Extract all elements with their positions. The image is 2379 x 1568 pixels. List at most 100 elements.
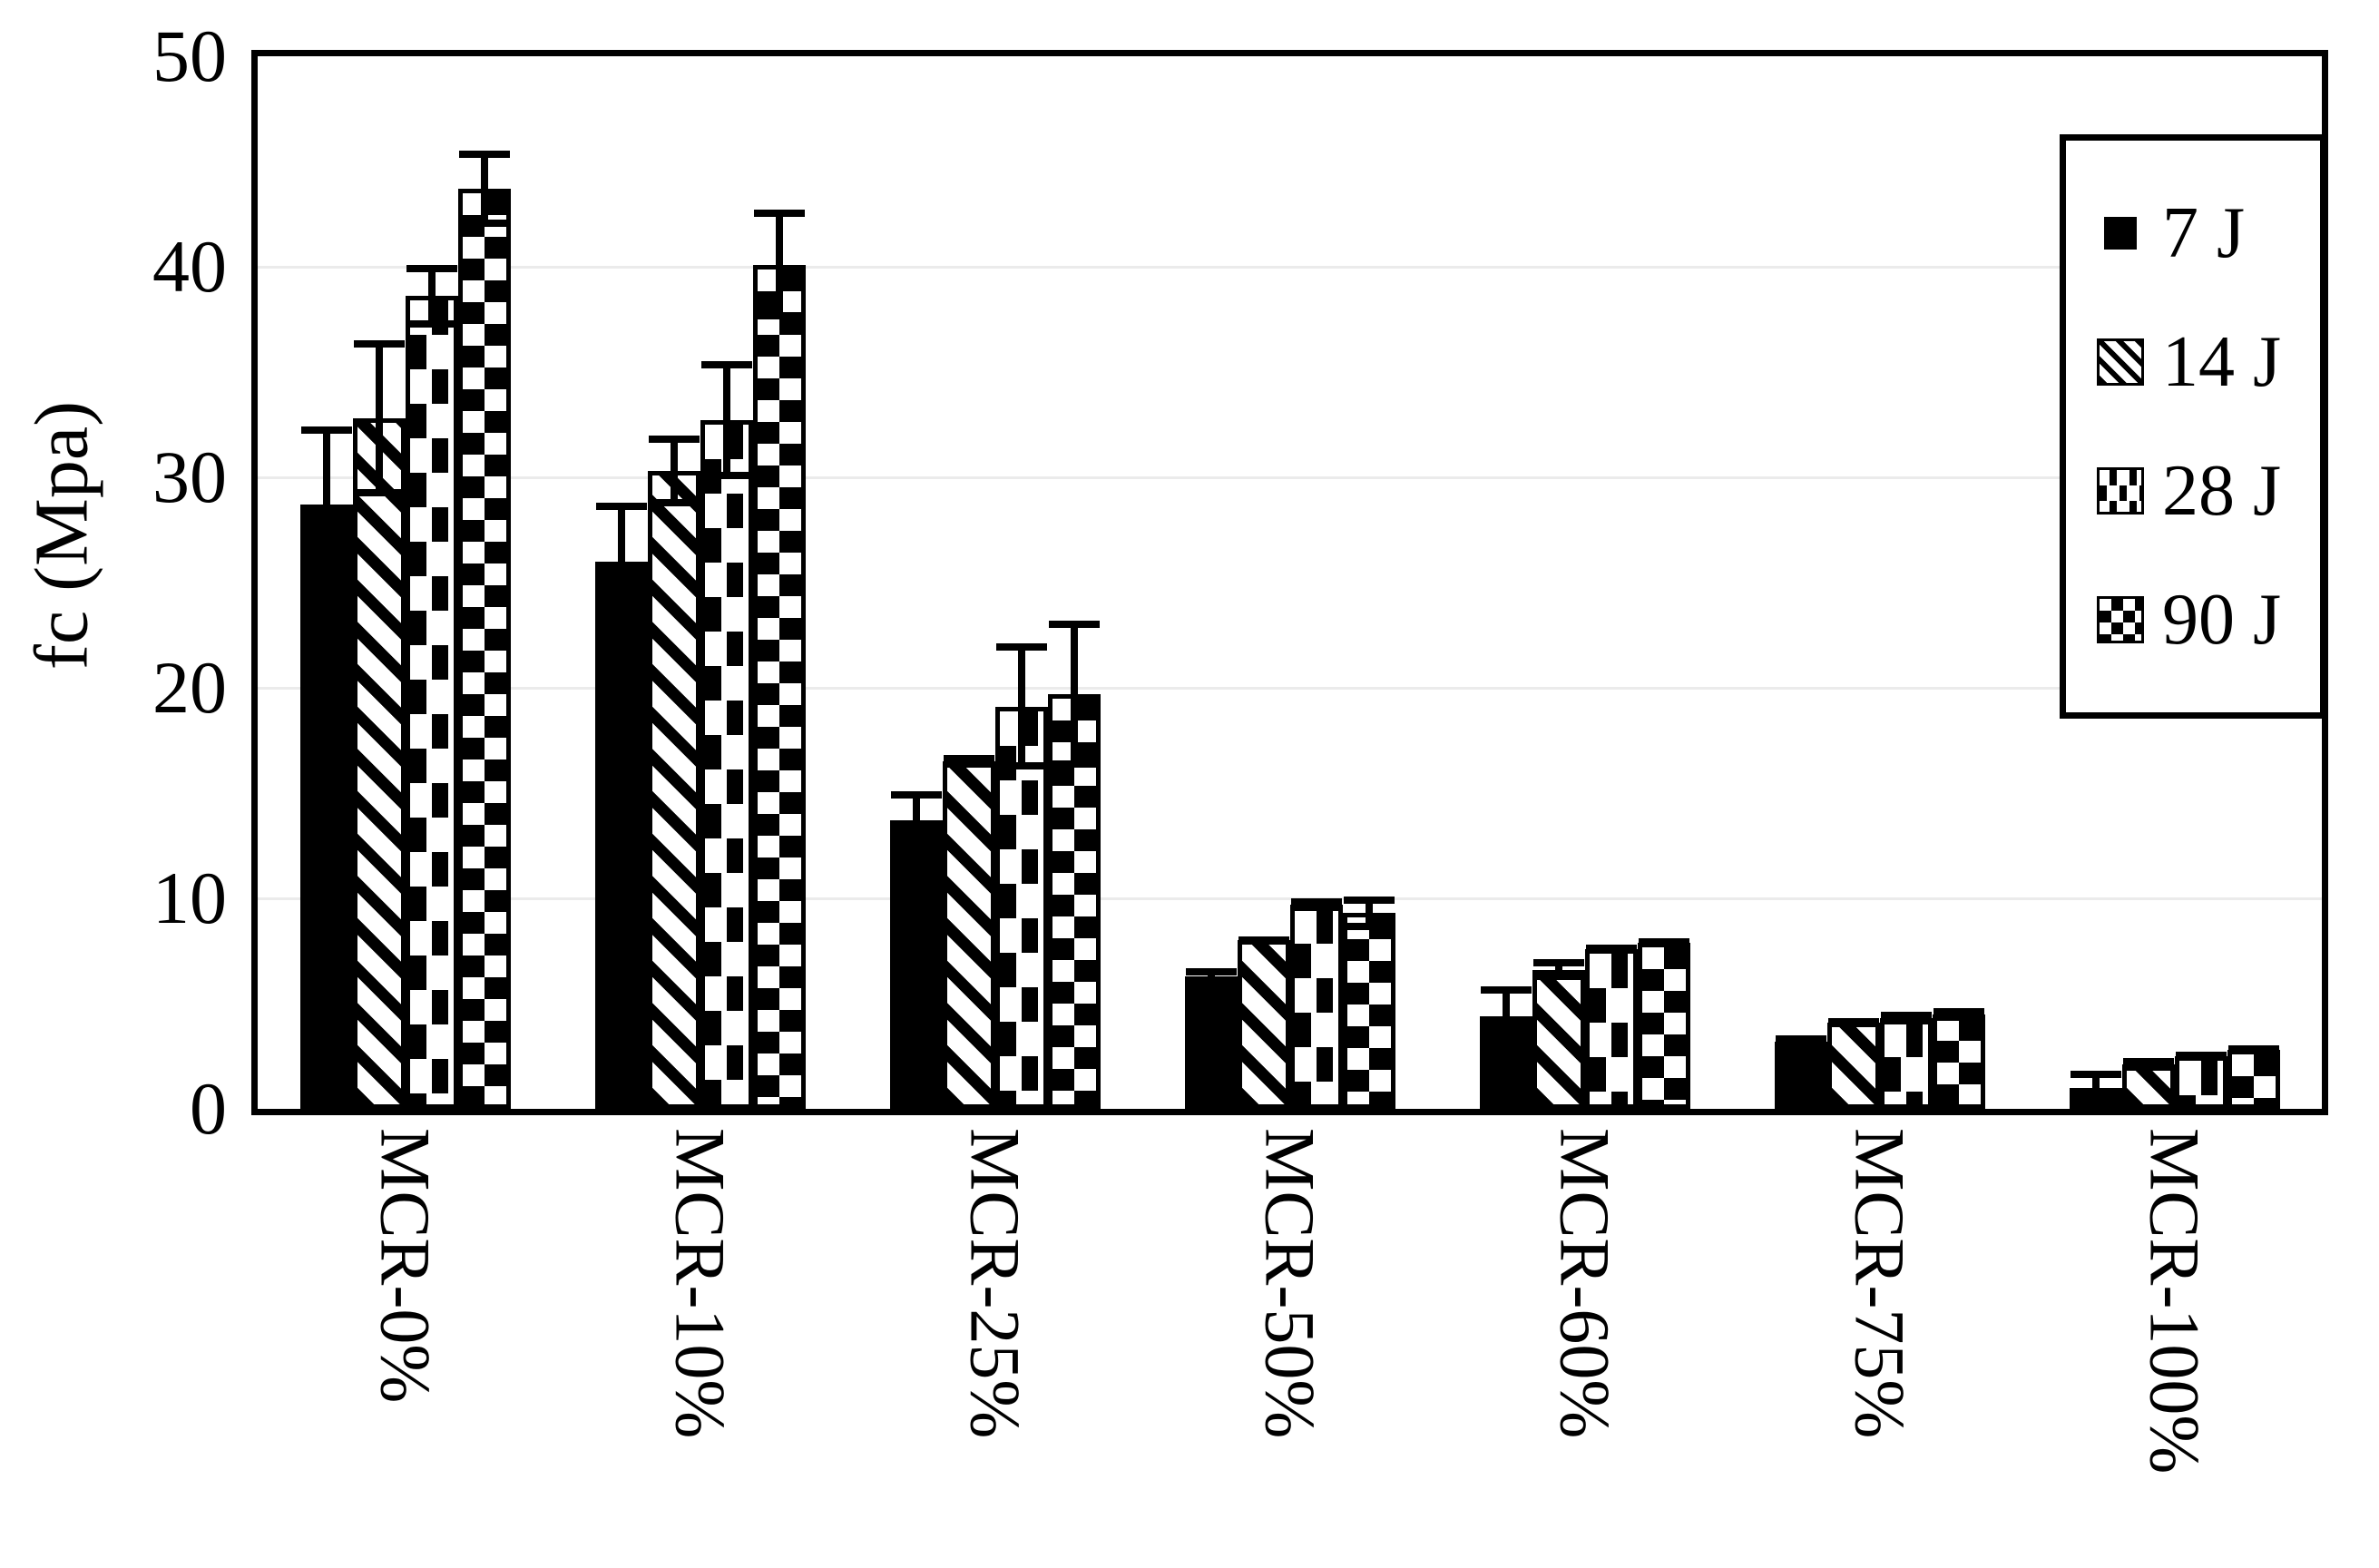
bar-slot <box>2069 56 2122 1109</box>
bar-7J <box>1479 1015 1532 1109</box>
error-bar-bottom-cap <box>1290 903 1342 911</box>
bar-7J <box>889 820 943 1109</box>
bar-group <box>847 56 1142 1109</box>
error-bar-top-cap <box>1532 959 1584 967</box>
error-bar-bottom-cap <box>2175 1053 2227 1061</box>
bar-group <box>2027 56 2322 1109</box>
error-bar-stem <box>1502 986 1510 1046</box>
error-bar-top-cap <box>753 210 805 218</box>
bar-slot <box>1047 56 1101 1109</box>
bar-slot <box>2174 56 2227 1109</box>
error-bar-stem <box>1070 620 1078 769</box>
error-bar-bottom-cap <box>458 219 510 227</box>
error-bar-top-cap <box>700 361 752 369</box>
error-bar <box>1532 959 1584 981</box>
bar-slot <box>994 56 1048 1109</box>
error-bar-bottom-cap <box>2227 1046 2279 1054</box>
error-bar <box>2122 1058 2174 1072</box>
bar-7J <box>1184 975 1238 1109</box>
bar-28J <box>1289 904 1343 1109</box>
error-bar-top-cap <box>1775 1034 1826 1043</box>
bar-slot <box>1479 56 1532 1109</box>
category-label-text: MCR-60% <box>1545 1128 1625 1439</box>
gridline <box>258 686 2322 690</box>
error-bar <box>2070 1071 2121 1105</box>
category-label-text: MCR-25% <box>955 1128 1035 1439</box>
error-bar-bottom-cap <box>1238 937 1289 946</box>
error-bar-bottom-cap <box>1880 1017 1932 1025</box>
error-bar-stem <box>427 264 436 328</box>
category-label: MCR-50% <box>1142 1128 1437 1438</box>
error-bar <box>595 502 647 621</box>
bar-slot <box>1342 56 1395 1109</box>
error-bar-bottom-cap <box>1775 1040 1826 1048</box>
category-label: MCR-0% <box>258 1128 553 1403</box>
error-bar-top-cap <box>595 502 647 510</box>
error-bar-top-cap <box>1933 1007 1984 1015</box>
error-bar-bottom-cap <box>406 320 457 328</box>
bar-slot <box>1826 56 1880 1109</box>
vertical-dashes-swatch-icon <box>2097 467 2144 514</box>
category-label: MCR-10% <box>553 1128 847 1438</box>
legend-label: 7 J <box>2162 193 2246 273</box>
error-bar-bottom-cap <box>943 760 994 769</box>
error-bar <box>648 435 700 507</box>
error-bar <box>406 264 457 328</box>
error-bar-bottom-cap <box>1532 973 1584 981</box>
error-bar <box>1775 1034 1826 1048</box>
error-bar-stem <box>1207 967 1215 985</box>
bar-group <box>1732 56 2027 1109</box>
bar-14J <box>352 418 406 1109</box>
legend-label: 14 J <box>2162 322 2282 402</box>
error-bar-bottom-cap <box>2122 1063 2174 1072</box>
bar-slot <box>405 56 458 1109</box>
legend: 7 J 14 J 28 J 90 J <box>2060 134 2326 719</box>
error-bar-bottom-cap <box>1585 946 1637 954</box>
error-bar-bottom-cap <box>753 312 805 319</box>
error-bar-bottom-cap <box>700 472 752 480</box>
category-label-text: MCR-75% <box>1840 1128 1920 1439</box>
error-bar-top-cap <box>2122 1058 2174 1066</box>
y-tick-label: 20 <box>152 646 227 729</box>
diagonal-stripes-swatch-icon <box>2097 338 2144 386</box>
category-label: MCR-25% <box>847 1128 1142 1438</box>
error-bar <box>1048 620 1100 769</box>
gridline <box>258 897 2322 900</box>
bar-slot <box>1289 56 1343 1109</box>
error-bar-top-cap <box>890 790 942 799</box>
checkerboard-swatch-icon <box>2097 596 2144 643</box>
error-bar-bottom-cap <box>890 842 942 850</box>
error-bar <box>1585 945 1637 954</box>
error-bar-bottom-cap <box>595 612 647 621</box>
error-bar <box>353 340 405 496</box>
bar-14J <box>1826 1022 1880 1109</box>
bar-slot <box>457 56 511 1109</box>
error-bar-stem <box>722 361 730 480</box>
error-bar-top-cap <box>1290 898 1342 906</box>
error-bar <box>890 790 942 850</box>
gridline <box>258 475 2322 479</box>
error-bar <box>1827 1018 1879 1027</box>
legend-item: 7 J <box>2066 197 2320 270</box>
error-bar <box>1343 896 1395 930</box>
bar-28J <box>1879 1018 1933 1109</box>
bar-90J <box>752 264 806 1109</box>
bar-14J <box>1532 969 1585 1109</box>
bar-slot <box>752 56 806 1109</box>
bar-28J <box>405 296 458 1109</box>
error-bar-bottom-cap <box>1827 1019 1879 1027</box>
bar-28J <box>700 420 753 1109</box>
y-tick-label: 40 <box>152 225 227 308</box>
bar-28J <box>1584 948 1638 1109</box>
category-label: MCR-100% <box>2027 1128 2322 1474</box>
category-label: MCR-60% <box>1437 1128 1732 1438</box>
bar-slot <box>1932 56 1985 1109</box>
bar-slot <box>1879 56 1933 1109</box>
error-bar-bottom-cap <box>1048 760 1100 769</box>
bar-14J <box>1237 940 1290 1109</box>
error-bar-bottom-cap <box>1480 1038 1532 1046</box>
bar-slot <box>647 56 700 1109</box>
legend-item: 14 J <box>2066 326 2320 398</box>
error-bar-top-cap <box>995 643 1047 652</box>
